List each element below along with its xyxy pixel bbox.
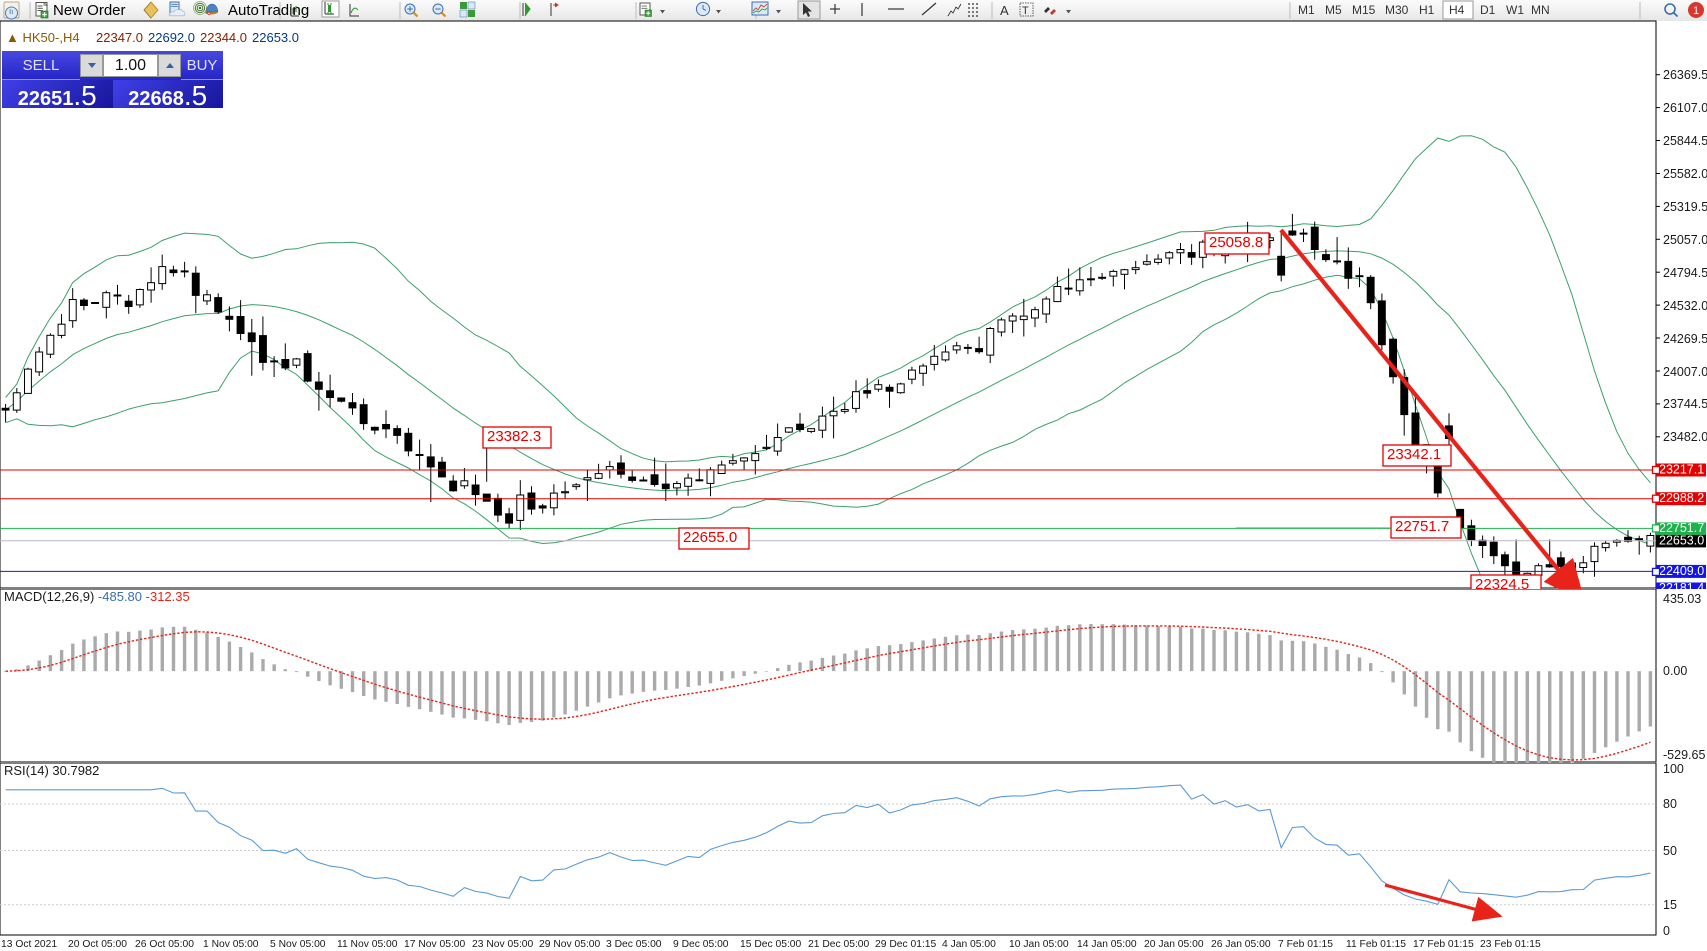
svg-text:22692.0: 22692.0 <box>148 30 195 45</box>
svg-text:22347.0: 22347.0 <box>96 30 143 45</box>
svg-text:435.03: 435.03 <box>1663 592 1701 606</box>
svg-text:23 Nov 05:00: 23 Nov 05:00 <box>472 939 534 950</box>
svg-text:25844.5: 25844.5 <box>1663 134 1707 148</box>
svg-text:22653.0: 22653.0 <box>1659 534 1704 548</box>
svg-text:23382.3: 23382.3 <box>487 428 541 445</box>
svg-text:15: 15 <box>1663 898 1677 912</box>
svg-text:26 Jan 05:00: 26 Jan 05:00 <box>1211 939 1271 950</box>
svg-text:0: 0 <box>1663 924 1670 936</box>
svg-text:22988.2: 22988.2 <box>1659 491 1704 505</box>
svg-text:10 Jan 05:00: 10 Jan 05:00 <box>1009 939 1069 950</box>
svg-text:RSI(14) 30.7982: RSI(14) 30.7982 <box>4 763 99 778</box>
svg-text:New Order: New Order <box>53 2 126 19</box>
svg-text:25582.0: 25582.0 <box>1663 167 1707 181</box>
svg-text:-529.65: -529.65 <box>1663 748 1705 762</box>
svg-text:17 Nov 05:00: 17 Nov 05:00 <box>404 939 466 950</box>
svg-text:3 Dec 05:00: 3 Dec 05:00 <box>606 939 662 950</box>
svg-text:80: 80 <box>1663 797 1677 811</box>
svg-text:15 Dec 05:00: 15 Dec 05:00 <box>740 939 802 950</box>
svg-text:25319.5: 25319.5 <box>1663 200 1707 214</box>
svg-text:23217.1: 23217.1 <box>1659 463 1704 477</box>
svg-text:20 Jan 05:00: 20 Jan 05:00 <box>1144 939 1204 950</box>
svg-text:21 Dec 05:00: 21 Dec 05:00 <box>808 939 870 950</box>
svg-text:1: 1 <box>1693 5 1699 17</box>
svg-text:MN: MN <box>1531 3 1550 17</box>
svg-text:23342.1: 23342.1 <box>1387 446 1441 463</box>
svg-text:26107.0: 26107.0 <box>1663 101 1707 115</box>
svg-text:D1: D1 <box>1480 3 1496 17</box>
svg-text:9 Dec 05:00: 9 Dec 05:00 <box>673 939 729 950</box>
svg-text:22751.7: 22751.7 <box>1395 518 1449 535</box>
svg-text:23482.0: 23482.0 <box>1663 430 1707 444</box>
svg-text:25057.0: 25057.0 <box>1663 233 1707 247</box>
svg-text:50: 50 <box>1663 844 1677 858</box>
svg-text:23744.5: 23744.5 <box>1663 397 1707 411</box>
svg-text:11 Feb 01:15: 11 Feb 01:15 <box>1346 939 1406 950</box>
svg-text:24269.5: 24269.5 <box>1663 332 1707 346</box>
svg-text:M1: M1 <box>1298 3 1315 17</box>
svg-text:0.00: 0.00 <box>1663 664 1687 678</box>
svg-text:23 Feb 01:15: 23 Feb 01:15 <box>1480 939 1541 950</box>
svg-text:14 Jan 05:00: 14 Jan 05:00 <box>1077 939 1137 950</box>
svg-text:29 Nov 05:00: 29 Nov 05:00 <box>539 939 601 950</box>
svg-text:MACD(12,26,9) -485.80 -312.35: MACD(12,26,9) -485.80 -312.35 <box>4 589 190 604</box>
svg-text:26 Oct 05:00: 26 Oct 05:00 <box>135 939 194 950</box>
svg-text:M30: M30 <box>1385 3 1409 17</box>
svg-text:M5: M5 <box>1325 3 1342 17</box>
svg-text:H4: H4 <box>1449 3 1465 17</box>
svg-text:24007.0: 24007.0 <box>1663 365 1707 379</box>
svg-text:24532.0: 24532.0 <box>1663 299 1707 313</box>
svg-text:22344.0: 22344.0 <box>200 30 247 45</box>
svg-text:A: A <box>1000 3 1009 18</box>
svg-text:▲ HK50-,H4: ▲ HK50-,H4 <box>6 30 80 45</box>
svg-text:22653.0: 22653.0 <box>252 30 299 45</box>
svg-text:7 Feb 01:15: 7 Feb 01:15 <box>1278 939 1333 950</box>
svg-text:29 Dec 01:15: 29 Dec 01:15 <box>875 939 937 950</box>
svg-text:22409.0: 22409.0 <box>1659 564 1704 578</box>
svg-text:1 Nov 05:00: 1 Nov 05:00 <box>203 939 259 950</box>
svg-text:26369.5: 26369.5 <box>1663 68 1707 82</box>
svg-text:100: 100 <box>1663 763 1684 776</box>
svg-text:24794.5: 24794.5 <box>1663 266 1707 280</box>
svg-text:20 Oct 05:00: 20 Oct 05:00 <box>68 939 127 950</box>
svg-text:4 Jan 05:00: 4 Jan 05:00 <box>942 939 996 950</box>
svg-text:5 Nov 05:00: 5 Nov 05:00 <box>270 939 326 950</box>
svg-text:13 Oct 2021: 13 Oct 2021 <box>1 939 57 950</box>
svg-text:11 Nov 05:00: 11 Nov 05:00 <box>337 939 398 950</box>
svg-text:M15: M15 <box>1352 3 1376 17</box>
svg-text:25058.8: 25058.8 <box>1209 234 1263 251</box>
svg-text:22655.0: 22655.0 <box>683 529 737 546</box>
svg-text:17 Feb 01:15: 17 Feb 01:15 <box>1413 939 1474 950</box>
svg-text:H1: H1 <box>1419 3 1435 17</box>
svg-text:T: T <box>1022 5 1029 17</box>
svg-text:W1: W1 <box>1506 3 1524 17</box>
